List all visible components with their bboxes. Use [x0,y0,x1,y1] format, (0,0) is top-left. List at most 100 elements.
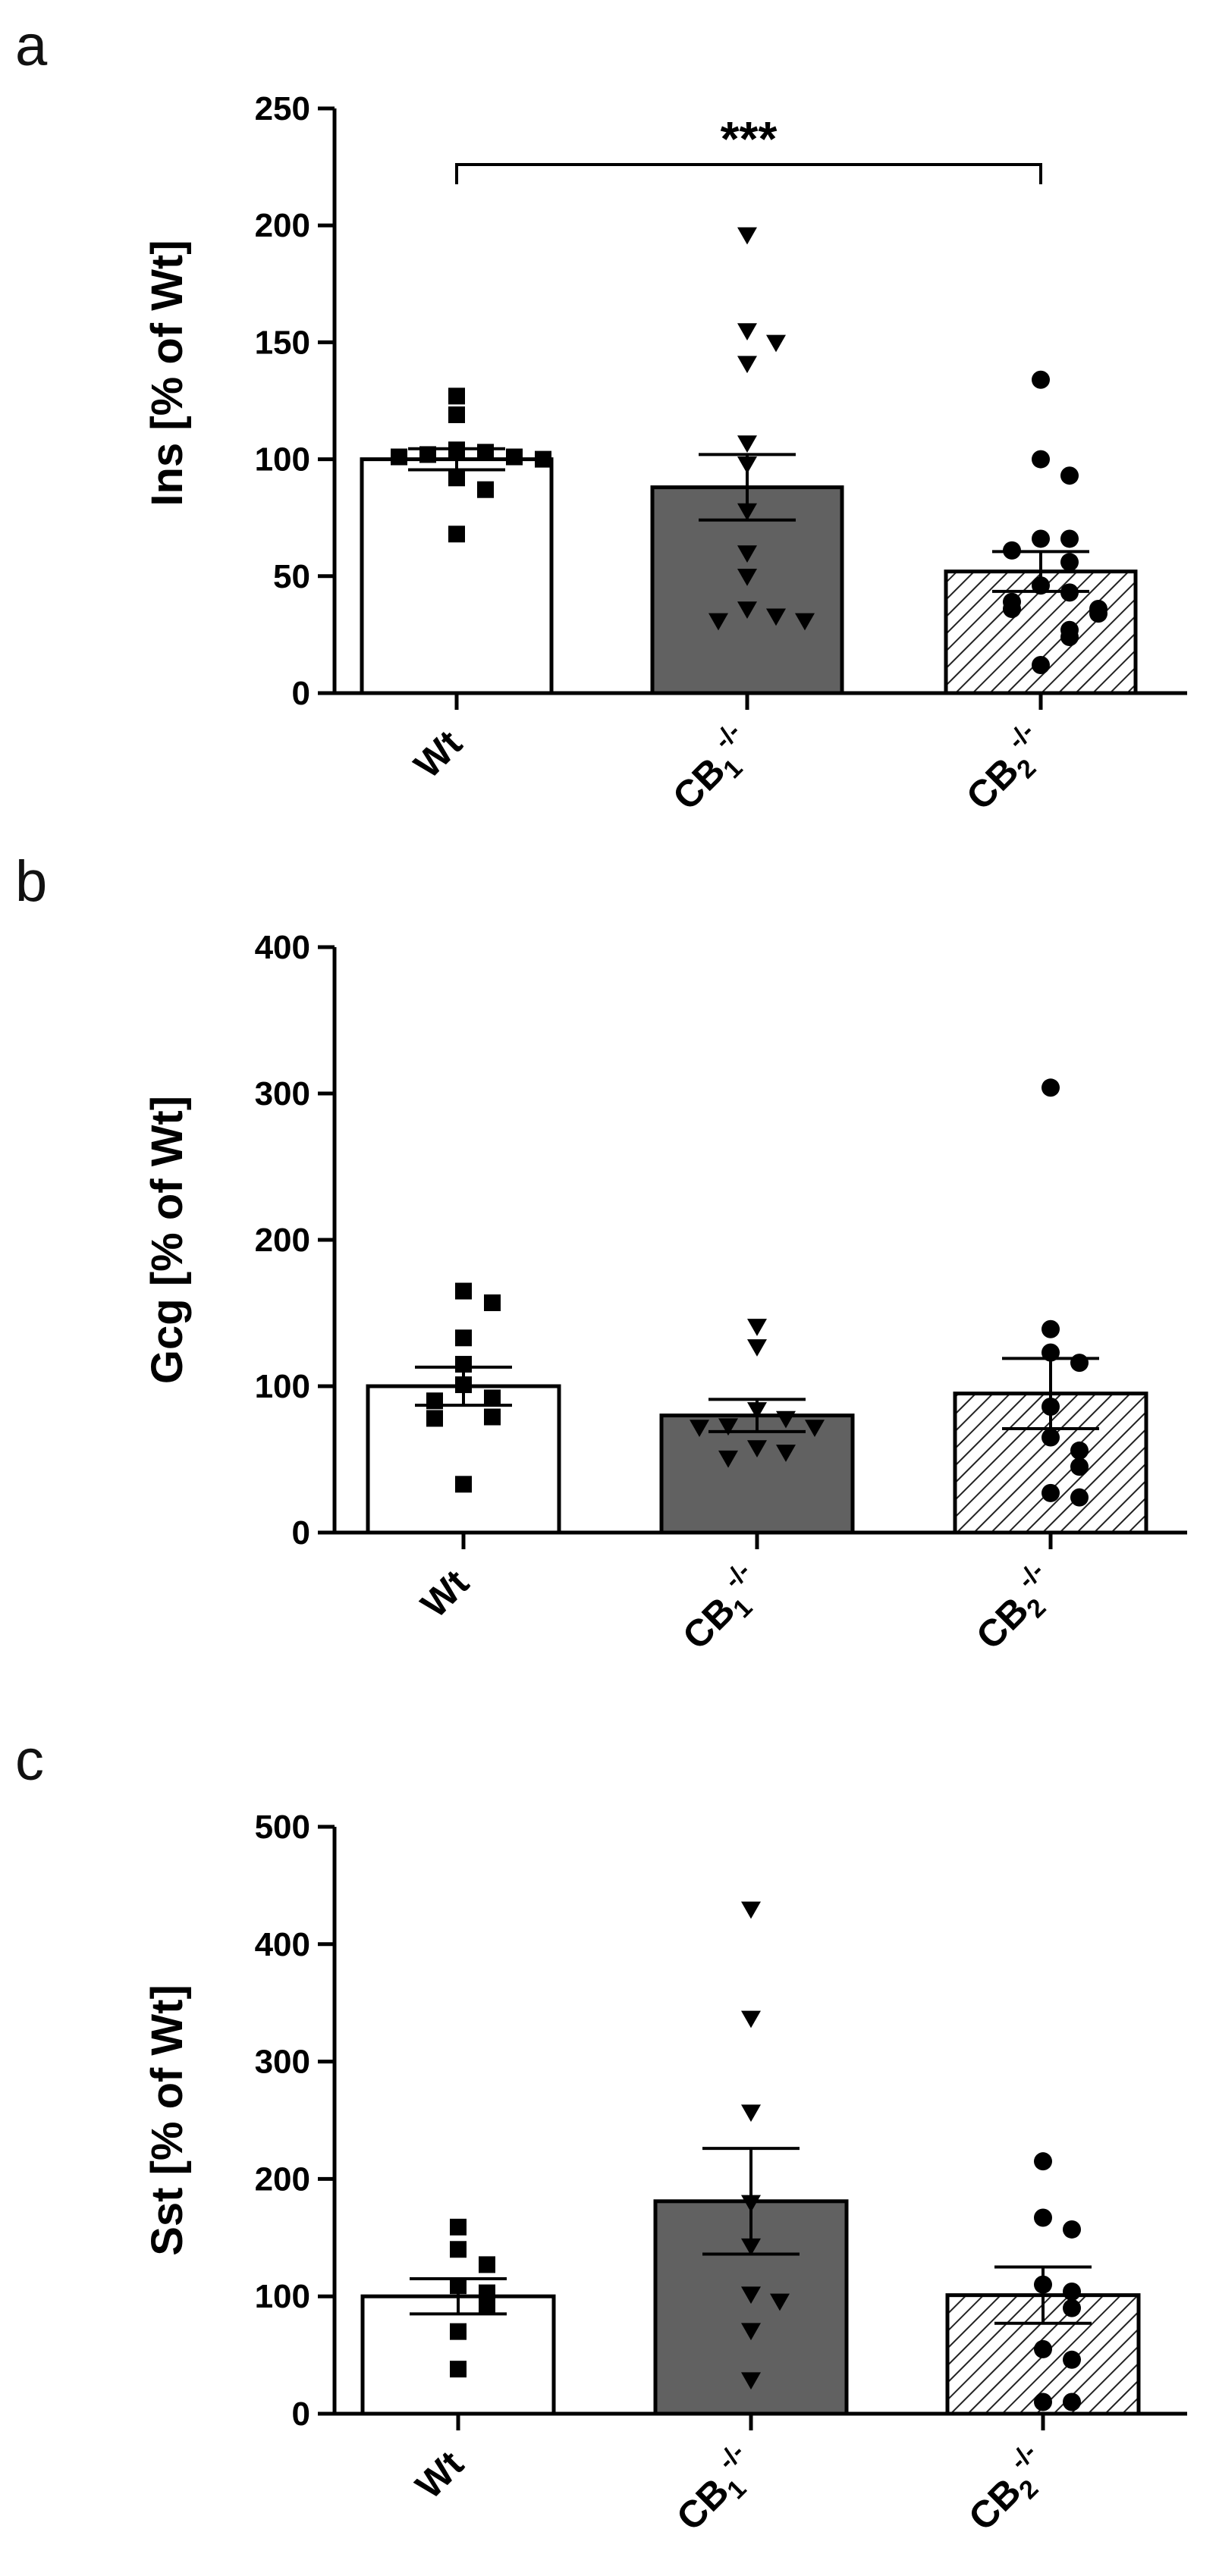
data-point [479,2284,495,2301]
category-base: Wt [406,722,470,786]
data-point [776,1410,796,1429]
data-point [766,334,786,353]
data-point [741,1901,761,1919]
data-point [766,608,786,626]
y-tick-label: 300 [255,1075,310,1112]
data-point [747,1440,767,1458]
data-point [805,1420,825,1438]
x-tick-label: CB1-/- [664,2438,769,2543]
data-point [1032,655,1050,674]
data-point [1063,2283,1081,2301]
data-point [1060,529,1079,548]
panel-label: a [15,14,48,78]
y-tick-label: 0 [292,675,310,712]
y-tick-label: 200 [255,2160,310,2198]
data-point [1063,2298,1081,2317]
data-point [737,435,757,453]
data-point [455,1329,472,1347]
data-point [535,450,551,468]
data-point [484,1294,501,1311]
data-point [1032,370,1050,389]
category-superscript: -/- [1012,1557,1050,1595]
panel-label: c [15,1728,44,1793]
data-point [477,481,494,498]
data-point [737,601,757,619]
data-point [1060,627,1079,646]
data-point [1060,466,1079,485]
y-tick-label: 500 [255,1809,310,1846]
data-point [737,545,757,563]
data-point [450,2241,467,2258]
data-point [450,2361,467,2378]
data-point [1041,1319,1060,1338]
data-point [450,2218,467,2236]
data-point [795,613,815,631]
x-tick-label: CB2-/- [956,2438,1061,2543]
panel-a: a Ins [% of Wt] 0 50 100 150 200 250 Wt CB1-/- C… [15,14,1187,823]
panel-b: b Gcg [% of Wt] 0 100 200 300 400 Wt CB1-/- CB2… [15,849,1187,1662]
data-point [484,1389,501,1407]
category-superscript: -/- [712,2438,750,2476]
data-point [1063,2220,1081,2239]
category-superscript: -/- [1004,2438,1042,2476]
data-point [741,2372,761,2390]
panel-c: c Sst [% of Wt] 0 100 200 300 400 500 Wt CB1-/-… [15,1728,1187,2543]
x-tick-label: CB1-/- [660,717,765,823]
data-point [484,1408,501,1426]
y-tick-label: 200 [255,1222,310,1259]
data-point [448,526,465,543]
y-tick-label: 100 [255,2278,310,2315]
category-superscript: -/- [708,717,746,755]
bar [366,1384,561,1535]
data-point [479,2297,495,2314]
data-point [1034,2208,1052,2227]
y-tick-label: 150 [255,324,310,361]
data-point [448,469,465,487]
data-point [450,2323,467,2340]
data-point [419,446,436,463]
data-point [455,1476,472,1493]
data-point [741,2286,761,2305]
category-base: Wt [413,1561,477,1626]
significance-label: *** [721,111,778,166]
x-tick-label: CB2-/- [963,1557,1069,1662]
data-point [506,448,523,466]
data-point [1070,1354,1089,1373]
y-tick-label: 400 [255,929,310,966]
data-point [1070,1457,1089,1476]
data-point [718,1450,738,1468]
data-point [1060,553,1079,572]
x-tick-label: Wt [413,1561,477,1626]
data-point [690,1420,709,1438]
data-point [1034,2339,1052,2358]
panel-label: b [15,849,47,914]
data-point [1063,2350,1081,2369]
data-point [747,1339,767,1357]
data-point [1041,1078,1060,1097]
data-point [479,2256,495,2273]
data-point [741,2010,761,2028]
data-point [1032,450,1050,469]
data-point [737,356,757,374]
x-tick-label: CB2-/- [954,717,1059,823]
data-point [1041,1428,1060,1447]
category-base: Wt [407,2443,472,2507]
bar [650,485,844,695]
significance-bracket [455,163,1042,185]
data-point [737,569,757,586]
data-point [1070,1441,1089,1460]
data-point [1070,1488,1089,1507]
y-tick-label: 0 [292,1514,310,1552]
data-point [1063,2392,1081,2411]
y-axis-label: Gcg [% of Wt] [143,1096,192,1384]
y-axis-label: Sst [% of Wt] [143,1985,192,2256]
x-tick-label: Wt [407,2443,472,2507]
data-point [1034,2152,1052,2171]
y-tick-label: 300 [255,2044,310,2081]
y-tick-label: 250 [255,90,310,127]
data-point [1089,604,1107,623]
data-point [1003,599,1021,618]
data-point [776,1445,796,1462]
data-point [741,2323,761,2341]
